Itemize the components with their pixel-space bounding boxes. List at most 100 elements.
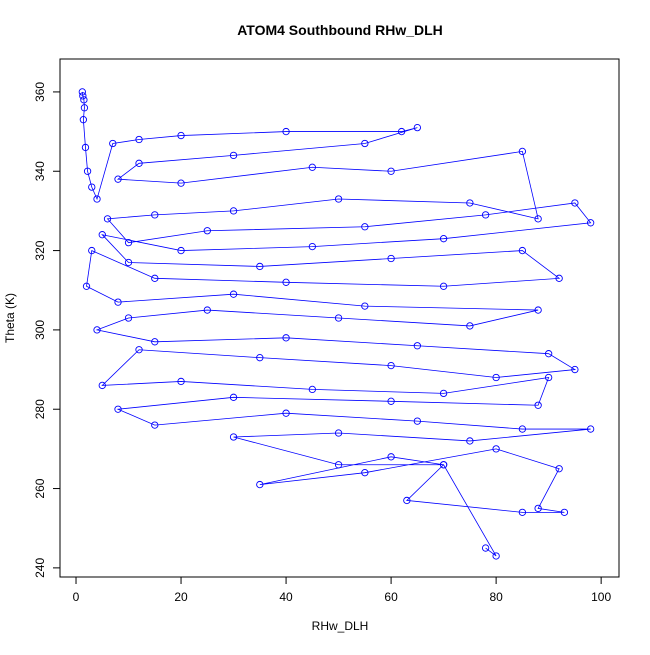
y-tick-label: 240 — [33, 558, 47, 578]
data-point — [466, 437, 474, 445]
data-point — [555, 465, 563, 473]
x-tick-label: 40 — [279, 590, 293, 604]
data-point — [534, 215, 542, 223]
data-point — [256, 480, 264, 489]
data-point — [229, 393, 238, 401]
data-point — [534, 306, 542, 314]
data-point — [387, 167, 395, 175]
data-point — [88, 246, 96, 255]
data-point — [439, 235, 448, 243]
data-point — [78, 88, 86, 96]
data-point — [413, 417, 422, 425]
data-point — [308, 385, 316, 394]
data-point — [203, 227, 211, 235]
x-axis-label: RHw_DLH — [312, 619, 369, 633]
data-point — [387, 361, 395, 370]
data-point — [308, 163, 316, 171]
data-point — [555, 274, 563, 282]
data-point — [518, 508, 527, 516]
data-point — [361, 223, 369, 231]
data-point — [518, 246, 527, 255]
y-tick-label: 320 — [33, 240, 47, 260]
data-point — [361, 469, 369, 477]
data-point — [282, 409, 290, 417]
data-point — [177, 131, 185, 140]
data-point — [518, 425, 527, 433]
y-tick-label: 340 — [33, 161, 47, 181]
data-point — [114, 405, 122, 413]
data-point — [282, 334, 290, 342]
y-tick-label: 260 — [33, 478, 47, 498]
data-point — [151, 421, 159, 429]
data-point — [481, 211, 490, 219]
data-point — [439, 389, 448, 398]
data-point — [387, 453, 395, 461]
y-axis-label: Theta (K) — [3, 293, 17, 343]
chart-title: ATOM4 Southbound RHw_DLH — [237, 22, 443, 38]
data-point — [114, 175, 122, 183]
data-point — [334, 429, 343, 437]
data-point — [124, 258, 133, 267]
data-point — [571, 199, 579, 207]
x-tick-label: 60 — [384, 590, 398, 604]
data-point — [229, 207, 238, 215]
data-line — [81, 91, 592, 557]
data-point — [361, 302, 369, 310]
data-point — [80, 104, 89, 112]
data-point — [81, 143, 90, 152]
data-point — [534, 401, 542, 409]
data-point — [135, 159, 143, 167]
data-point — [151, 274, 159, 282]
data-point — [98, 381, 106, 390]
data-point — [586, 219, 595, 227]
data-point — [93, 326, 101, 334]
data-point — [177, 377, 185, 386]
data-point — [387, 397, 395, 405]
data-point — [544, 373, 553, 382]
data-point — [334, 461, 343, 469]
x-tick-label: 80 — [489, 590, 503, 604]
data-point — [571, 365, 579, 374]
data-point — [256, 354, 264, 362]
data-point — [560, 508, 569, 516]
data-point — [124, 238, 133, 247]
data-point — [481, 544, 490, 552]
data-point — [98, 231, 106, 239]
data-point — [103, 215, 112, 223]
data-point — [229, 151, 238, 160]
data-point — [79, 116, 88, 124]
data-point — [387, 254, 395, 263]
x-tick-label: 100 — [591, 590, 611, 604]
data-point — [114, 298, 122, 306]
data-point — [282, 127, 290, 136]
data-point — [439, 282, 448, 290]
data-point — [334, 195, 343, 203]
data-point — [413, 123, 422, 132]
data-point — [586, 425, 595, 433]
data-point — [397, 127, 406, 136]
y-tick-label: 300 — [33, 320, 47, 340]
data-point — [151, 211, 159, 219]
data-point — [229, 433, 238, 441]
data-point — [334, 314, 343, 322]
data-point — [361, 139, 369, 148]
data-point — [492, 373, 500, 382]
data-point — [229, 290, 238, 298]
data-point — [177, 246, 185, 255]
data-point — [93, 195, 101, 203]
data-point — [534, 504, 542, 513]
data-point — [466, 322, 474, 330]
data-point — [413, 342, 422, 350]
y-tick-label: 280 — [33, 399, 47, 419]
data-point — [518, 147, 527, 156]
data-point — [88, 183, 96, 191]
data-point — [83, 167, 92, 175]
data-point — [80, 96, 88, 104]
data-point — [544, 350, 553, 358]
data-point — [135, 346, 143, 354]
data-point — [403, 496, 411, 505]
data-point — [177, 179, 185, 187]
data-point — [124, 314, 133, 322]
